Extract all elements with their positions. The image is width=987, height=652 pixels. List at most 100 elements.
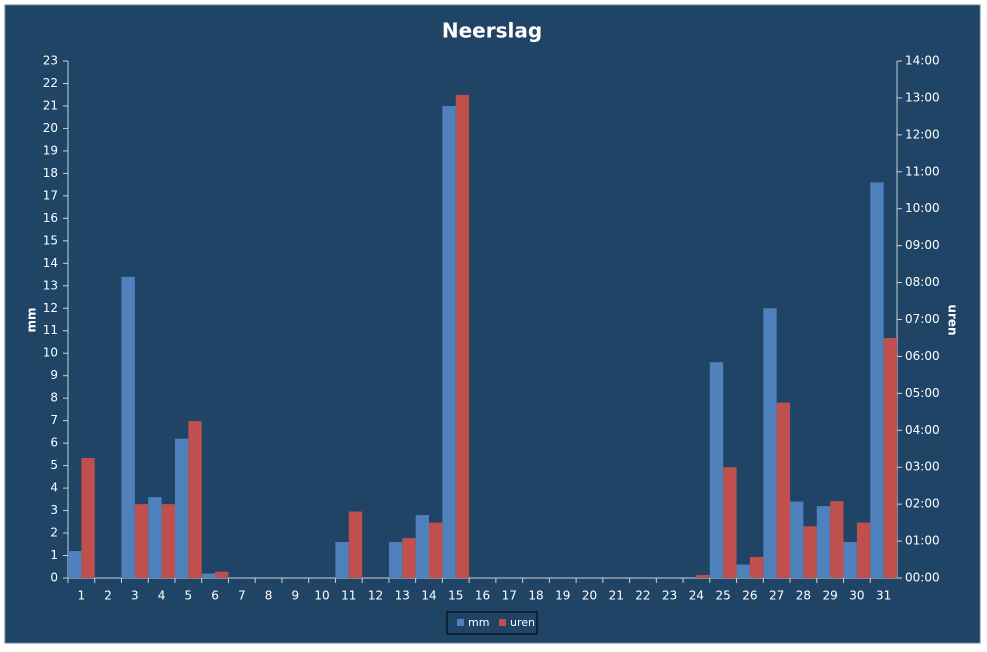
bar <box>870 182 884 578</box>
legend-label: uren <box>510 616 535 629</box>
bar <box>188 421 202 578</box>
y-tick-label: 13 <box>43 278 58 292</box>
bar <box>335 542 349 578</box>
bar <box>790 501 804 578</box>
x-tick-label: 30 <box>849 589 864 603</box>
x-tick-label: 12 <box>368 589 383 603</box>
bar <box>763 308 777 578</box>
x-tick-label: 2 <box>104 589 112 603</box>
x-tick-label: 6 <box>211 589 219 603</box>
x-tick-label: 9 <box>291 589 299 603</box>
x-tick-label: 21 <box>609 589 624 603</box>
y2-tick-label: 04:00 <box>905 423 940 437</box>
y-tick-label: 15 <box>43 233 58 247</box>
y2-tick-label: 08:00 <box>905 275 940 289</box>
y-tick-label: 9 <box>50 368 58 382</box>
bar <box>736 564 750 578</box>
y2-tick-label: 13:00 <box>905 90 940 104</box>
y-tick-label: 22 <box>43 76 58 90</box>
bar <box>723 467 737 578</box>
x-tick-label: 24 <box>689 589 704 603</box>
x-tick-label: 23 <box>662 589 677 603</box>
y2-tick-label: 07:00 <box>905 312 940 326</box>
y-tick-label: 18 <box>43 166 58 180</box>
bar <box>174 438 189 578</box>
x-tick-label: 18 <box>528 589 543 603</box>
x-tick-label: 10 <box>314 589 329 603</box>
y2-tick-label: 05:00 <box>905 386 940 400</box>
x-tick-label: 5 <box>185 589 193 603</box>
legend-box <box>446 611 538 635</box>
y-tick-label: 14 <box>43 256 58 270</box>
legend-swatch <box>499 619 506 626</box>
y2-tick-label: 02:00 <box>905 497 940 511</box>
bar <box>830 501 844 578</box>
bar <box>696 575 710 578</box>
y-tick-label: 5 <box>50 458 58 472</box>
x-tick-label: 11 <box>341 589 356 603</box>
bar <box>415 515 430 578</box>
y-tick-label: 21 <box>43 98 58 112</box>
legend-swatch <box>457 619 464 626</box>
x-tick-label: 15 <box>448 589 463 603</box>
chart-title: Neerslag <box>442 19 542 43</box>
bar <box>148 497 162 578</box>
y-tick-label: 16 <box>43 211 58 225</box>
y-tick-label: 4 <box>50 481 58 495</box>
x-tick-label: 29 <box>823 589 838 603</box>
y2-tick-label: 06:00 <box>905 349 940 363</box>
x-tick-label: 20 <box>582 589 597 603</box>
y-tick-label: 1 <box>50 548 58 562</box>
x-tick-label: 8 <box>265 589 273 603</box>
y2-tick-label: 01:00 <box>905 534 940 548</box>
y2-tick-label: 00:00 <box>905 571 940 585</box>
bar <box>68 551 82 578</box>
bar <box>121 276 135 578</box>
bar <box>442 105 456 579</box>
y-tick-label: 2 <box>50 526 58 540</box>
x-tick-label: 1 <box>78 589 86 603</box>
y2-tick-label: 11:00 <box>905 164 940 178</box>
bar <box>455 94 470 578</box>
legend-label: mm <box>468 616 489 629</box>
x-tick-label: 3 <box>131 589 139 603</box>
y2-tick-label: 03:00 <box>905 460 940 474</box>
y-tick-label: 11 <box>43 323 58 337</box>
x-tick-label: 25 <box>716 589 731 603</box>
bar <box>776 402 791 578</box>
bar <box>402 538 416 578</box>
x-tick-label: 13 <box>395 589 410 603</box>
y2-tick-label: 10:00 <box>905 201 940 215</box>
x-tick-label: 26 <box>742 589 757 603</box>
y2-tick-label: 09:00 <box>905 238 940 252</box>
y2-tick-label: 12:00 <box>905 127 940 141</box>
y-tick-label: 3 <box>50 503 58 517</box>
bar <box>816 506 831 578</box>
y2-axis-label: uren <box>946 304 960 335</box>
bar <box>429 522 443 578</box>
y-tick-label: 8 <box>50 391 58 405</box>
y2-tick-label: 14:00 <box>905 54 940 68</box>
y-tick-label: 12 <box>43 301 58 315</box>
bar <box>856 522 871 578</box>
x-tick-label: 27 <box>769 589 784 603</box>
x-tick-label: 14 <box>421 589 436 603</box>
y-tick-label: 6 <box>50 436 58 450</box>
y-tick-label: 19 <box>43 143 58 157</box>
x-tick-label: 16 <box>475 589 490 603</box>
x-tick-label: 4 <box>158 589 166 603</box>
y-axis-label: mm <box>25 307 39 332</box>
y-tick-label: 23 <box>43 54 58 68</box>
y-tick-label: 7 <box>50 413 58 427</box>
bar <box>388 542 403 578</box>
x-tick-label: 28 <box>796 589 811 603</box>
bar <box>749 556 764 578</box>
bar <box>81 457 95 578</box>
x-tick-label: 17 <box>502 589 517 603</box>
bar <box>348 511 363 578</box>
bar <box>803 526 817 578</box>
bar <box>201 573 216 578</box>
y-tick-label: 0 <box>50 571 58 585</box>
y-tick-label: 10 <box>43 346 58 360</box>
